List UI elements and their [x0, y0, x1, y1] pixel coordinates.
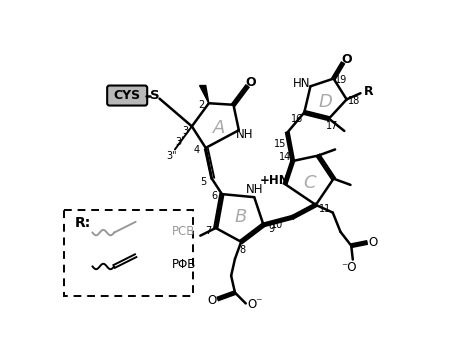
Text: 11: 11: [319, 204, 331, 214]
Text: PΦB: PΦB: [172, 259, 196, 271]
Text: 2: 2: [198, 100, 204, 110]
Text: ⁻: ⁻: [255, 296, 262, 309]
Text: C: C: [303, 174, 316, 192]
Text: 4: 4: [193, 145, 200, 155]
Text: +HN: +HN: [259, 174, 289, 187]
Text: ⁻O: ⁻O: [341, 261, 357, 274]
Text: 5: 5: [200, 177, 207, 187]
Bar: [64, 210, 193, 296]
Text: NH: NH: [236, 128, 254, 141]
Text: 17: 17: [326, 121, 338, 132]
Text: O: O: [246, 76, 257, 89]
Text: 7: 7: [205, 226, 211, 236]
Text: 16: 16: [291, 113, 303, 124]
Text: 19: 19: [335, 75, 347, 85]
FancyBboxPatch shape: [107, 85, 147, 105]
Text: O: O: [368, 236, 377, 249]
Text: 3': 3': [176, 137, 184, 147]
Text: HN: HN: [292, 77, 310, 90]
Text: 8: 8: [240, 245, 246, 255]
Text: R: R: [363, 85, 373, 98]
Text: 10: 10: [271, 220, 283, 230]
Text: 6: 6: [211, 192, 217, 201]
Text: 3: 3: [183, 126, 189, 136]
Text: B: B: [234, 208, 247, 226]
Text: NH: NH: [246, 183, 264, 196]
Text: D: D: [319, 93, 333, 111]
Text: 14: 14: [279, 152, 291, 162]
Text: R:: R:: [75, 217, 91, 230]
Text: O: O: [207, 294, 217, 307]
Text: O: O: [341, 53, 352, 66]
Text: 15: 15: [273, 139, 286, 149]
Polygon shape: [200, 85, 209, 103]
Text: 3": 3": [166, 151, 177, 161]
Text: S: S: [150, 89, 160, 102]
Text: 9: 9: [268, 224, 274, 234]
Text: O: O: [247, 298, 257, 312]
Text: 18: 18: [348, 96, 360, 106]
Text: PCB: PCB: [172, 225, 195, 238]
Text: A: A: [212, 119, 225, 137]
Text: CYS: CYS: [114, 89, 141, 102]
